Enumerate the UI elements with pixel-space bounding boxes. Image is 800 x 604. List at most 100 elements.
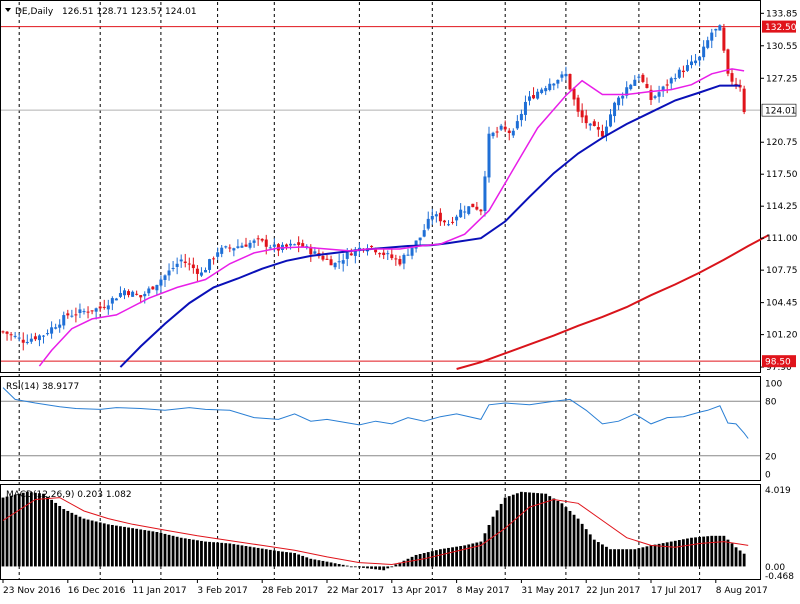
candle-body <box>600 131 604 137</box>
macd-histogram-bar <box>256 547 260 567</box>
price-tick-label: 120.75 <box>766 138 798 148</box>
macd-histogram-bar <box>524 492 527 567</box>
candle-body <box>584 115 588 124</box>
macd-histogram-bar <box>430 551 434 567</box>
macd-histogram-bar <box>289 552 292 567</box>
macd-histogram-bar <box>515 493 519 567</box>
macd-histogram-bar <box>58 505 62 567</box>
macd-histogram-bar <box>183 538 187 567</box>
candle-body <box>236 246 240 248</box>
rsi-tick-label: 80 <box>765 398 777 408</box>
macd-histogram-bar <box>70 512 74 567</box>
macd-histogram-bar <box>596 542 600 567</box>
macd-histogram-bar <box>232 544 236 567</box>
candle-body <box>596 127 600 130</box>
macd-histogram-bar <box>726 539 730 567</box>
candle-body <box>143 293 147 297</box>
candle-body <box>220 247 224 254</box>
macd-histogram-bar <box>167 534 171 567</box>
candle-body <box>264 239 268 247</box>
macd-histogram-bar <box>503 497 507 567</box>
macd-histogram-bar <box>734 547 738 567</box>
macd-histogram-bar <box>305 557 309 567</box>
candle-body <box>463 211 467 213</box>
candle-body <box>572 88 576 100</box>
macd-histogram-bar <box>345 565 349 567</box>
macd-histogram-bar <box>544 493 548 567</box>
candle-body <box>560 74 564 78</box>
macd-histogram-bar <box>264 549 268 567</box>
rsi-tick-label: 20 <box>765 452 777 462</box>
candle-body <box>556 79 560 84</box>
macd-histogram-bar <box>722 535 726 567</box>
macd-histogram-bar <box>163 533 167 567</box>
macd-histogram-bar <box>110 524 114 567</box>
macd-histogram-bar <box>455 546 458 567</box>
price-tick-label: 117.50 <box>766 170 798 180</box>
candle-body <box>515 121 519 129</box>
macd-histogram-bar <box>491 516 495 567</box>
macd-histogram-bar <box>686 538 689 567</box>
macd-histogram-bar <box>439 549 442 567</box>
macd-histogram-bar <box>370 566 373 569</box>
dropdown-arrow-icon[interactable] <box>5 8 11 12</box>
candle-body <box>159 279 163 286</box>
macd-histogram-bar <box>613 549 616 567</box>
macd-histogram-bar <box>738 550 742 567</box>
candle-body <box>212 258 216 260</box>
macd-histogram-bar <box>78 516 82 567</box>
macd-histogram-bar <box>588 534 592 567</box>
macd-histogram-bar <box>252 547 256 567</box>
date-tick-label: 3 Feb 2017 <box>197 586 247 596</box>
candle-body <box>74 314 78 316</box>
candle-body <box>325 258 329 260</box>
date-tick-label: 28 Feb 2017 <box>262 586 318 596</box>
candle-body <box>487 133 491 178</box>
macd-histogram-bar <box>390 566 394 568</box>
macd-histogram-bar <box>402 560 406 567</box>
macd-histogram-bar <box>106 524 110 567</box>
candle-body <box>187 263 191 265</box>
price-tick-label: 130.55 <box>766 42 798 52</box>
candle-body <box>540 89 544 93</box>
macd-histogram-bar <box>649 545 653 567</box>
candle-body <box>706 40 710 48</box>
candle-body <box>13 335 17 337</box>
macd-histogram-bar <box>637 548 641 567</box>
macd-histogram-bar <box>560 503 564 567</box>
macd-histogram-bar <box>718 535 722 567</box>
macd-histogram-bar <box>580 523 584 567</box>
macd-histogram-bar <box>702 536 706 567</box>
macd-histogram-bar <box>698 536 701 567</box>
macd-histogram-bar <box>451 547 454 567</box>
macd-histogram-bar <box>74 514 78 567</box>
macd-histogram-bar <box>127 527 130 567</box>
candle-body <box>171 267 175 269</box>
candle-body <box>548 83 552 91</box>
macd-histogram-bar <box>362 566 365 568</box>
candle-body <box>402 254 406 264</box>
macd-histogram-bar <box>301 555 305 567</box>
candle-body <box>641 74 645 82</box>
candle-body <box>378 253 382 255</box>
candle-body <box>216 252 220 257</box>
price-axis: 133.85 130.55 127.25 120.75 117.50 114.25 111.… <box>760 9 798 373</box>
macd-histogram-bar <box>329 562 333 567</box>
ohlc-values: 126.51 128.71 123.57 124.01 <box>62 7 197 17</box>
candle-body <box>127 291 131 296</box>
date-tick-label: 13 Apr 2017 <box>392 586 448 596</box>
macd-histogram-bar <box>564 507 568 567</box>
macd-histogram-bar <box>17 493 21 567</box>
macd-histogram-bar <box>447 547 450 567</box>
candle-body <box>313 251 317 254</box>
candle-body <box>544 88 548 92</box>
macd-histogram-bar <box>191 539 195 567</box>
macd-histogram-bar <box>349 566 353 568</box>
level-tag <box>762 20 796 33</box>
macd-histogram-bar <box>507 496 511 567</box>
macd-histogram-bar <box>228 543 232 567</box>
macd-histogram-bar <box>495 510 499 567</box>
candle-body <box>410 247 414 256</box>
